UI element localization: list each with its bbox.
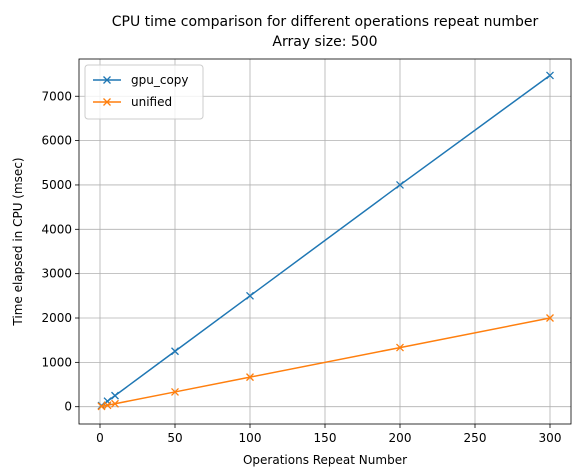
- x-tick-label: 200: [389, 431, 412, 445]
- legend-item: gpu_copy: [93, 73, 189, 87]
- y-axis-label: Time elapsed in CPU (msec): [11, 157, 25, 326]
- data-point-marker: [103, 401, 112, 410]
- grid: [79, 59, 571, 424]
- data-point-marker: [396, 180, 404, 189]
- x-tick-label: 300: [539, 431, 562, 445]
- data-point-marker: [396, 343, 404, 352]
- legend-item: unified: [93, 95, 172, 109]
- x-axis-label: Operations Repeat Number: [243, 453, 407, 467]
- legend-label: gpu_copy: [131, 73, 189, 87]
- y-tick-label: 4000: [41, 222, 72, 236]
- legend-box: [84, 64, 204, 120]
- legend-marker: [103, 76, 111, 84]
- y-tick-label: 0: [64, 400, 72, 414]
- x-tick-label: 0: [96, 431, 104, 445]
- data-point-marker: [97, 402, 106, 411]
- plot-frame: [78, 58, 572, 425]
- y-tick-label: 3000: [41, 267, 72, 281]
- x-tick-label: 150: [314, 431, 337, 445]
- data-point-marker: [111, 391, 119, 400]
- x-tick-label: 100: [239, 431, 262, 445]
- axis-ticks: 0 50 100 150 200 250 3000100020003000400050006…: [41, 89, 561, 445]
- legend-label: unified: [131, 95, 172, 109]
- y-tick-label: 1000: [41, 355, 72, 369]
- chart-title: CPU time comparison for different operat…: [112, 14, 539, 30]
- chart-subtitle: Array size: 500: [272, 34, 377, 50]
- legend-marker: [103, 98, 111, 106]
- data-point-marker: [546, 314, 554, 322]
- series-unified: [97, 314, 554, 411]
- x-tick-label: 50: [167, 431, 182, 445]
- y-tick-label: 6000: [41, 134, 72, 148]
- plot-series: [97, 71, 554, 411]
- series-gpu-copy: [97, 71, 554, 410]
- data-point-marker: [111, 399, 119, 408]
- data-point-marker: [171, 347, 179, 356]
- data-point-marker: [546, 71, 554, 80]
- y-tick-label: 5000: [41, 178, 72, 192]
- y-tick-label: 7000: [41, 89, 72, 103]
- series-line: [101, 74, 551, 407]
- x-tick-label: 250: [464, 431, 487, 445]
- data-point-marker: [171, 387, 179, 396]
- data-point-marker: [246, 291, 254, 300]
- data-point-marker: [246, 373, 254, 382]
- y-tick-label: 2000: [41, 311, 72, 325]
